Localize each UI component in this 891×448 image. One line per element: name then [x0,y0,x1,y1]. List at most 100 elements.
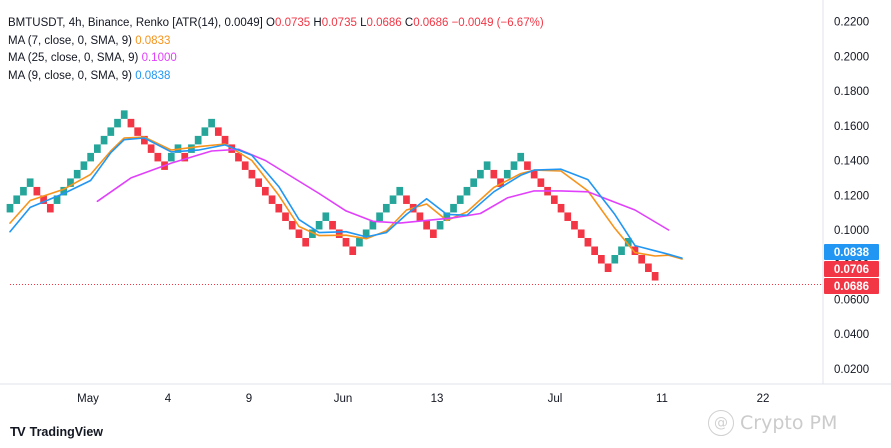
renko-brick-up [208,118,215,128]
ma25-line [96,148,670,231]
ma9-label: MA (9, close, 0, SMA, 9) [8,69,132,82]
x-tick-label: 11 [656,393,668,405]
y-tick-label: 0.1200 [834,190,869,202]
renko-brick-down [638,254,646,264]
price-badge: 0.0706 [824,261,879,277]
y-tick-label: 0.0200 [834,364,869,376]
y-tick-label: 0.1400 [834,156,869,168]
renko-brick-up [618,246,625,255]
y-tick-label: 0.0400 [834,329,869,341]
y-tick-label: 0.0600 [834,294,869,306]
ma7-line [9,136,683,260]
renko-brick-down [591,246,598,255]
renko-brick-down [342,237,350,247]
x-tick-label: 9 [246,393,252,405]
renko-brick-up [470,178,478,187]
ma7-value: 0.0833 [135,34,171,47]
renko-brick-up [517,152,525,162]
renko-brick-down [571,220,578,230]
x-tick-label: 13 [431,393,444,405]
renko-brick-up [107,127,115,136]
renko-brick-up [510,161,518,170]
ma7-legend-row[interactable]: MA (7, close, 0, SMA, 9) 0.0833 [8,33,544,51]
renko-brick-down [550,195,558,204]
renko-brick-up [73,169,81,179]
renko-brick-up [396,186,404,196]
renko-brick-down [268,195,276,204]
ma9-legend-row[interactable]: MA (9, close, 0, SMA, 9) 0.0838 [8,68,544,86]
renko-brick-down [255,178,262,187]
watermark-logo-icon: @ [708,410,734,436]
watermark-text: Crypto PM [740,412,838,434]
renko-brick-down [262,186,269,196]
ohlc-open-key: O [266,17,275,29]
renko-brick-up [463,186,471,196]
y-tick-label: 0.2000 [834,51,869,63]
renko-brick-up [624,237,632,247]
y-tick-label: 0.2200 [834,17,869,29]
renko-brick-down [584,237,592,247]
ma7-label: MA (7, close, 0, SMA, 9) [8,34,132,47]
renko-brick-up [120,110,128,119]
renko-brick-up [382,203,390,213]
renko-brick-down [329,220,336,230]
renko-brick-down [248,169,256,179]
renko-brick-down [490,169,498,179]
tradingview-logo[interactable]: TV TradingView [10,424,103,439]
renko-brick-down [557,203,565,213]
renko-brick-up [356,237,363,247]
renko-brick-up [309,229,316,238]
renko-brick-down [631,246,639,255]
renko-brick-down [181,152,189,162]
renko-brick-down [302,237,310,247]
renko-brick-up [456,195,464,204]
renko-brick-up [13,195,21,204]
chart-legend: BMTUSDT, 4h, Binance, Renko [ATR(14), 0.… [8,15,544,85]
renko-brick-up [322,212,330,221]
price-change: −0.0049 (−6.67%) [451,17,544,29]
renko-brick-down [651,272,659,281]
y-tick-label: 0.1600 [834,121,869,133]
renko-brick-up [483,161,491,170]
renko-brick-down [577,229,585,238]
renko-brick-up [611,254,619,264]
renko-brick-down [288,220,296,230]
renko-brick-down [564,212,572,221]
renko-brick-up [201,127,209,136]
renko-brick-down [335,229,343,238]
renko-brick-down [275,203,283,213]
renko-brick-up [369,220,377,230]
renko-brick-down [497,178,504,187]
renko-brick-down [416,212,424,221]
y-tick-label: 0.1000 [834,225,869,237]
price-badge-text: 0.0686 [834,281,869,293]
x-tick-label: May [77,393,99,405]
renko-brick-up [80,161,88,170]
renko-brick-down [598,254,605,264]
price-badge-text: 0.0706 [834,264,869,276]
ma9-line [9,137,683,259]
renko-brick-up [503,169,511,179]
renko-brick-up [26,178,34,187]
price-badge-bg [824,278,879,294]
renko-brick-up [87,152,94,162]
renko-brick-up [94,144,101,153]
renko-brick-down [221,135,229,145]
renko-brick-up [167,152,175,162]
renko-brick-up [188,144,195,153]
ma25-legend-row[interactable]: MA (25, close, 0, SMA, 9) 0.1000 [8,50,544,68]
x-tick-label: Jun [334,393,353,405]
renko-brick-up [67,178,74,187]
price-badge: 0.0838 [824,244,879,260]
renko-brick-up [362,229,370,238]
renko-brick-up [53,195,61,204]
renko-brick-up [436,220,444,230]
renko-brick-up [376,212,383,221]
renko-brick-down [241,161,249,170]
renko-brick-down [147,144,155,153]
ohlc-low-key: L [360,17,367,29]
renko-brick-up [443,212,451,221]
renko-brick-up [194,135,202,145]
